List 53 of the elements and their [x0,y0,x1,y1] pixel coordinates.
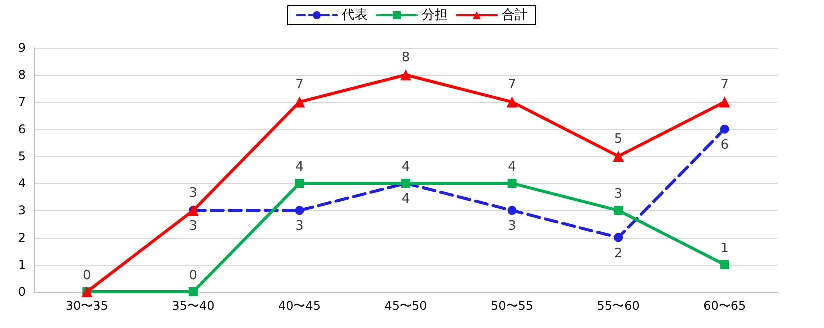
data-label: 6 [720,138,729,153]
x-tick-label: 30〜35 [66,299,108,313]
x-tick-label: 55〜60 [597,299,640,313]
y-tick-label: 6 [18,122,26,136]
data-label: 4 [508,160,516,176]
data-label: 0 [83,268,92,284]
point [295,206,304,216]
data-label: 3 [508,219,516,234]
data-label: 7 [508,78,516,93]
legend-label: 合計 [502,8,528,23]
y-tick-label: 8 [18,68,26,82]
y-tick-label: 2 [18,230,26,245]
data-label: 8 [402,50,410,66]
point [295,179,304,188]
y-tick-label: 5 [18,149,26,164]
data-label: 4 [402,192,410,208]
data-label: 7 [720,78,729,93]
x-tick-label: 45〜50 [384,299,428,313]
point [614,206,624,216]
point [719,96,730,108]
data-label: 3 [189,219,198,234]
data-label: 7 [296,78,304,93]
x-tick-label: 40〜45 [278,299,321,313]
point [614,233,624,242]
point [506,96,518,108]
point [400,70,412,81]
point [720,124,730,134]
y-tick-label: 1 [18,258,26,272]
point [613,150,624,162]
point [508,206,517,216]
legend-label: 代表 [341,8,368,23]
x-tick-label: 35〜40 [172,299,215,313]
data-label: 1 [720,241,729,256]
data-label: 2 [614,246,623,262]
y-tick-label: 0 [18,285,26,299]
data-label: 4 [296,160,304,176]
y-tick-label: 4 [18,176,26,191]
data-label: 3 [189,186,198,202]
point [294,96,306,108]
y-tick-label: 7 [18,95,26,110]
data-label: 0 [189,268,198,284]
data-label: 4 [402,160,410,176]
data-label: 5 [614,132,623,147]
data-label: 3 [614,187,623,202]
point [508,179,517,188]
point [720,260,730,270]
y-tick-label: 9 [18,41,26,55]
y-tick-label: 3 [18,204,26,218]
x-tick-label: 50〜55 [491,299,534,313]
point [188,288,198,296]
x-tick-label: 60〜65 [704,299,746,313]
legend-label: 分担 [422,8,448,23]
data-label: 3 [296,219,304,234]
